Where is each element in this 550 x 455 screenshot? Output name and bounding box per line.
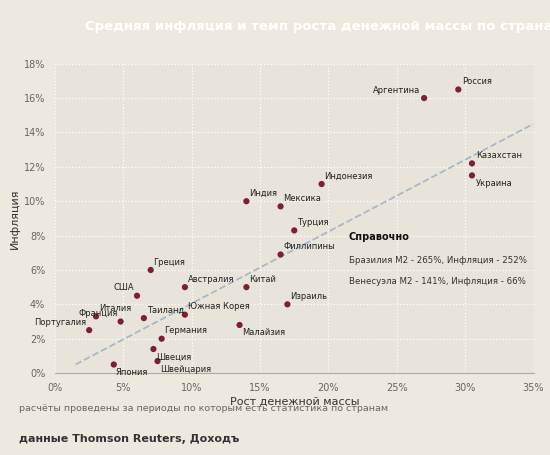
Point — [140, 314, 148, 322]
Text: Турция: Турция — [297, 218, 328, 227]
Point — [290, 227, 299, 234]
Y-axis label: Инфляция: Инфляция — [9, 188, 20, 248]
Point — [235, 321, 244, 329]
Text: Венесуэла М2 - 141%, Инфляция - 66%: Венесуэла М2 - 141%, Инфляция - 66% — [349, 277, 526, 286]
Point — [276, 203, 285, 210]
Text: Южная Корея: Южная Корея — [188, 302, 249, 311]
Text: Украина: Украина — [476, 179, 513, 188]
Text: Россия: Россия — [463, 77, 492, 86]
Point — [420, 95, 428, 102]
Text: Малайзия: Малайзия — [243, 329, 285, 338]
Point — [133, 292, 141, 299]
Text: Швеция: Швеция — [156, 353, 191, 361]
Point — [157, 335, 166, 342]
Text: Средняя инфляция и темп роста денежной массы по странам: Средняя инфляция и темп роста денежной м… — [85, 20, 550, 33]
Text: Китай: Китай — [249, 275, 276, 284]
Text: Австралия: Австралия — [188, 275, 234, 284]
Point — [180, 283, 189, 291]
Text: Италия: Италия — [99, 304, 131, 313]
Text: Филлипины: Филлипины — [283, 242, 335, 251]
Point — [92, 313, 101, 320]
Point — [85, 327, 94, 334]
Point — [317, 180, 326, 187]
Text: США: США — [114, 283, 134, 292]
Text: Германия: Германия — [164, 326, 207, 335]
Point — [468, 160, 476, 167]
Point — [109, 361, 118, 368]
Point — [153, 358, 162, 365]
Text: Швейцария: Швейцария — [160, 364, 211, 374]
Text: Греция: Греция — [153, 258, 185, 267]
Text: Япония: Япония — [115, 368, 147, 377]
Point — [454, 86, 463, 93]
Text: Португалия: Португалия — [34, 318, 86, 327]
Point — [283, 301, 292, 308]
Text: Индия: Индия — [249, 189, 277, 198]
Text: данные Thomson Reuters, Доходъ: данные Thomson Reuters, Доходъ — [19, 434, 240, 444]
Point — [276, 251, 285, 258]
Text: расчёты проведены за периоды по которым есть статистика по странам: расчёты проведены за периоды по которым … — [19, 404, 388, 413]
Point — [149, 345, 158, 353]
Text: Казахстан: Казахстан — [476, 151, 522, 160]
Text: Справочно: Справочно — [349, 233, 410, 243]
Text: Таиланд: Таиланд — [147, 306, 184, 315]
Point — [242, 197, 251, 205]
Text: Индонезия: Индонезия — [324, 172, 373, 181]
Point — [242, 283, 251, 291]
Text: Аргентина: Аргентина — [373, 86, 420, 95]
X-axis label: Рост денежной массы: Рост денежной массы — [229, 397, 359, 407]
Text: Бразилия М2 - 265%, Инфляция - 252%: Бразилия М2 - 265%, Инфляция - 252% — [349, 256, 527, 265]
Text: Израиль: Израиль — [290, 292, 327, 301]
Text: Мексика: Мексика — [283, 194, 321, 203]
Point — [180, 311, 189, 318]
Point — [146, 266, 155, 273]
Text: Франция: Франция — [79, 309, 118, 318]
Point — [116, 318, 125, 325]
Point — [468, 172, 476, 179]
